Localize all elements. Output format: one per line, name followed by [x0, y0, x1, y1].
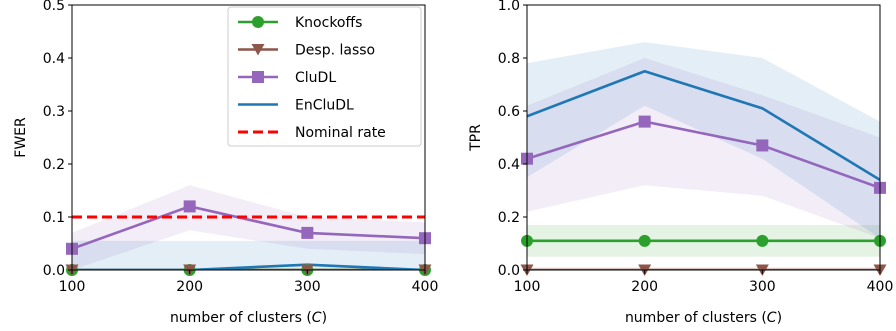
y-tick-label: 0.0 — [43, 263, 65, 279]
data-point — [183, 200, 196, 213]
legend-box — [227, 6, 422, 147]
legend-item: Desp. lasso — [238, 43, 375, 59]
y-axis-label: TPR — [468, 124, 484, 152]
legend: Knockoffs Desp. lasso CluDL EnCluDL Nominal … — [227, 6, 422, 147]
data-point — [756, 234, 769, 247]
y-tick-label: 0.2 — [43, 157, 65, 173]
legend-item: Nominal rate — [238, 125, 386, 141]
axes-frame — [526, 4, 881, 271]
legend-label: Knockoffs — [295, 15, 362, 31]
x-axis-label: number of clusters (C) — [170, 310, 327, 326]
y-axis-label: FWER — [13, 117, 29, 158]
legend-label: CluDL — [295, 70, 336, 86]
legend-marker — [251, 44, 265, 56]
series-line — [72, 205, 425, 251]
y-tick-label: 0.4 — [43, 51, 65, 67]
legend-label: Nominal rate — [295, 125, 386, 141]
x-axis-label: number of clusters (C) — [625, 310, 782, 326]
x-tick-label: 400 — [412, 279, 439, 295]
x-tick-label: 200 — [631, 279, 658, 295]
x-tick-label: 300 — [749, 279, 776, 295]
y-tick-label: 1.0 — [498, 0, 520, 14]
series-line — [527, 120, 880, 190]
legend-marker — [252, 71, 264, 83]
series-line — [72, 263, 425, 270]
confidence-band — [527, 58, 880, 239]
legend-item: Knockoffs — [238, 15, 362, 31]
legend-marker — [252, 16, 264, 28]
x-tick-label: 300 — [294, 279, 321, 295]
x-tick-label: 100 — [59, 279, 86, 295]
plot-area — [72, 185, 425, 270]
data-point — [638, 234, 651, 247]
y-tick-label: 0.0 — [498, 263, 520, 279]
x-tick-label: 100 — [514, 279, 541, 295]
y-tick-label: 0.3 — [43, 104, 65, 120]
data-point — [301, 226, 314, 239]
fwer-plot: 100 200 300 400 0.0 0.1 0.2 0.3 0.4 0.5 number of … — [13, 0, 438, 326]
y-tick-label: 0.2 — [498, 210, 520, 226]
confidence-band — [72, 240, 425, 270]
confidence-band — [72, 185, 425, 270]
y-tick-label: 0.4 — [498, 157, 520, 173]
legend-item: EnCluDL — [238, 98, 354, 114]
series-line — [527, 69, 880, 182]
axes-frame — [71, 4, 426, 271]
confidence-band — [527, 42, 880, 239]
x-tick-label: 400 — [867, 279, 894, 295]
legend-label: EnCluDL — [295, 98, 354, 114]
data-point — [638, 115, 651, 128]
tpr-plot: 100 200 300 400 0.0 0.2 0.4 0.6 0.8 1.0 number of … — [468, 0, 893, 326]
y-tick-label: 0.8 — [498, 51, 520, 67]
y-tick-label: 0.1 — [43, 210, 65, 226]
legend-item: CluDL — [238, 70, 336, 86]
y-tick-label: 0.5 — [43, 0, 65, 14]
legend-label: Desp. lasso — [295, 43, 375, 59]
plot-area — [527, 42, 880, 270]
y-tick-label: 0.6 — [498, 104, 520, 120]
x-tick-label: 200 — [176, 279, 203, 295]
data-point — [756, 139, 769, 152]
